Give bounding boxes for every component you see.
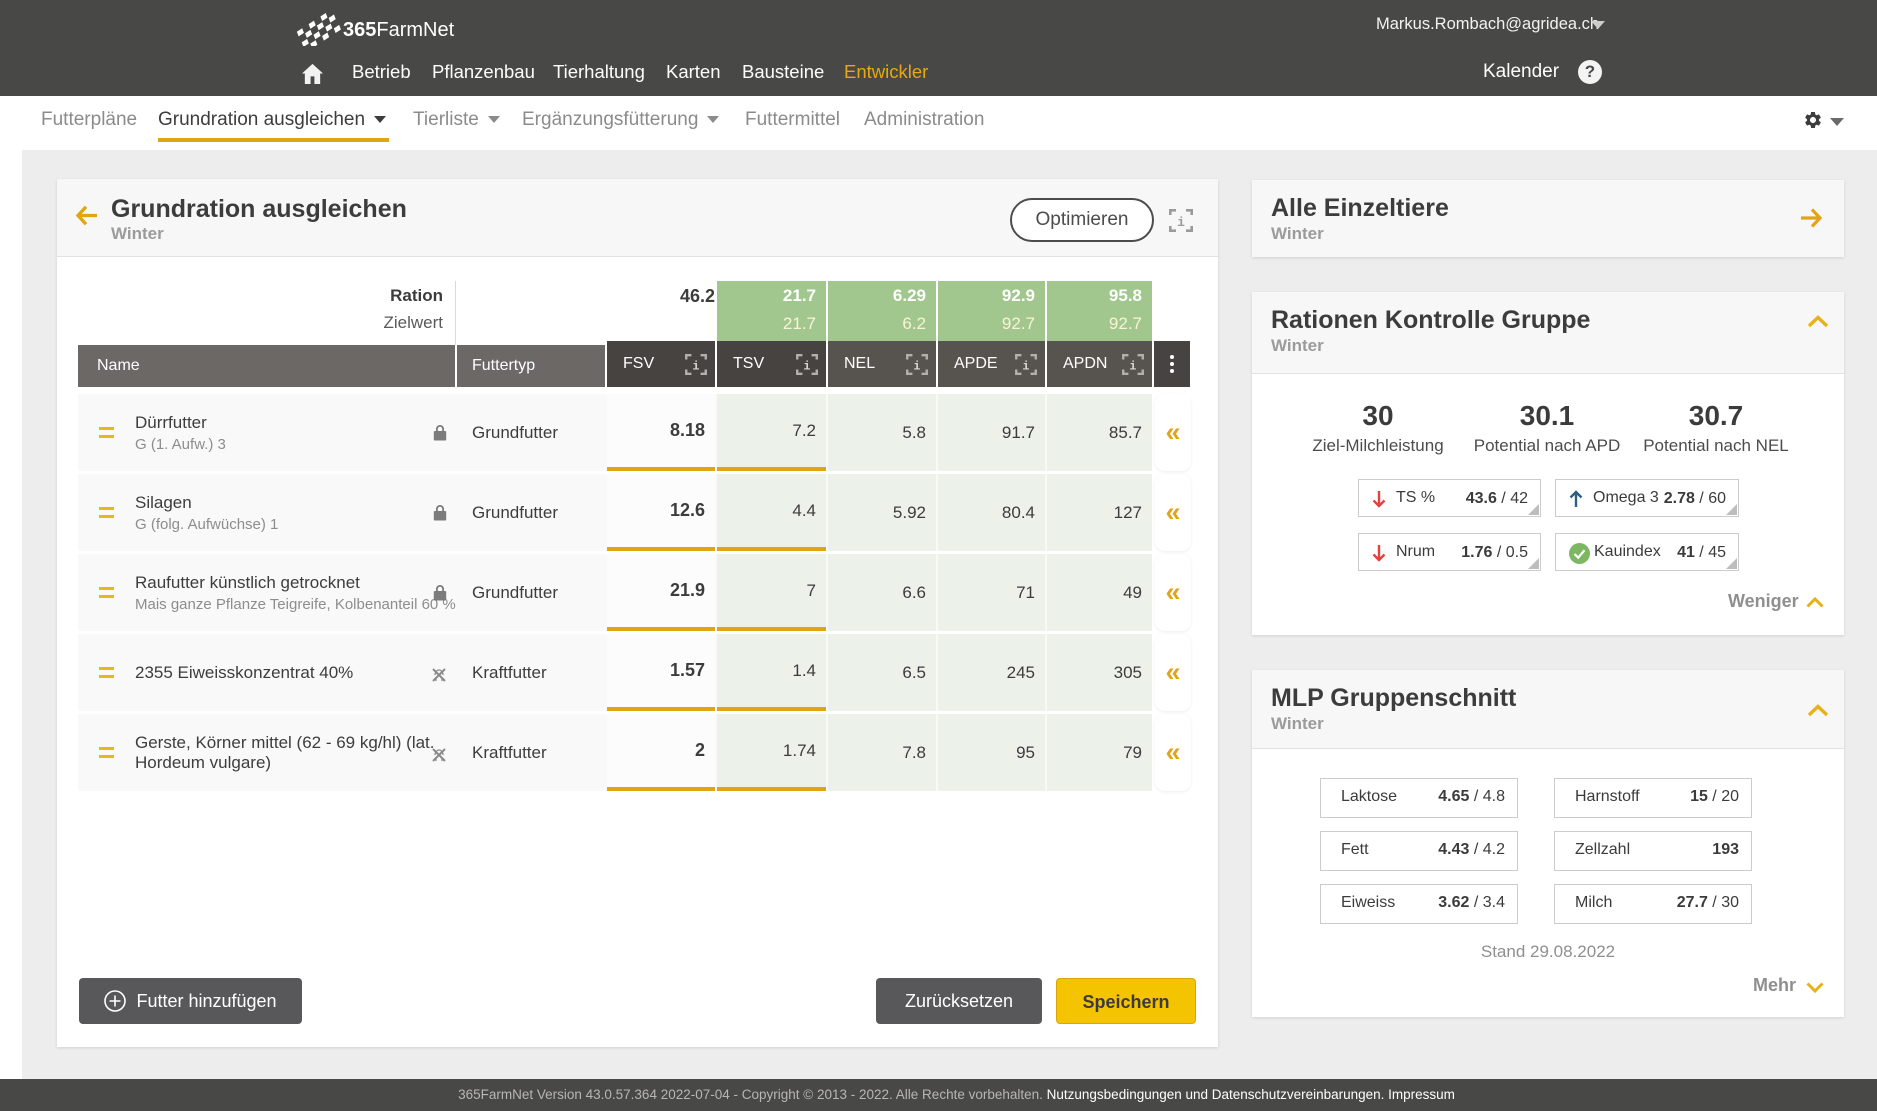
svg-text:i: i <box>913 359 920 373</box>
svg-text:i: i <box>1177 215 1185 230</box>
svg-text:i: i <box>1129 359 1136 373</box>
svg-text:i: i <box>803 359 810 373</box>
svg-text:i: i <box>692 359 699 373</box>
svg-text:i: i <box>1022 359 1029 373</box>
